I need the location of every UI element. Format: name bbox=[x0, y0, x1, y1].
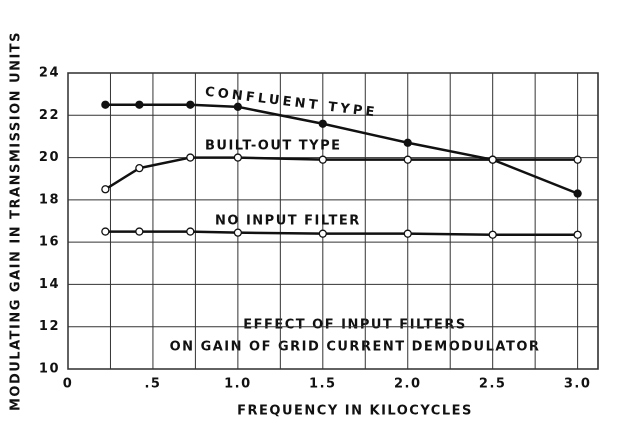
series-line bbox=[105, 230, 578, 236]
annotation: EFFECT OF INPUT FILTERS bbox=[243, 318, 467, 333]
data-point bbox=[186, 153, 195, 162]
x-tick-label: 0 bbox=[63, 377, 74, 392]
data-point bbox=[101, 227, 110, 236]
x-tick-label: 3.0 bbox=[564, 377, 592, 392]
data-point bbox=[318, 155, 327, 164]
y-tick-label: 14 bbox=[39, 277, 60, 292]
data-point bbox=[573, 230, 582, 239]
data-point bbox=[403, 229, 412, 238]
data-point bbox=[573, 189, 582, 198]
x-axis-label: FREQUENCY IN KILOCYCLES bbox=[237, 404, 473, 419]
data-point bbox=[488, 155, 497, 164]
annotation: ON GAIN OF GRID CURRENT DEMODULATOR bbox=[170, 340, 541, 355]
series-line bbox=[104, 156, 578, 191]
data-point bbox=[101, 185, 110, 194]
x-tick-label: 2.5 bbox=[479, 377, 507, 392]
x-tick-label: 1.5 bbox=[309, 377, 337, 392]
data-point bbox=[488, 230, 497, 239]
y-tick-label: 18 bbox=[39, 192, 60, 207]
series-line bbox=[105, 103, 579, 195]
data-point bbox=[135, 227, 144, 236]
data-point bbox=[403, 138, 412, 147]
series-label: NO INPUT FILTER bbox=[215, 214, 361, 229]
data-point bbox=[135, 163, 144, 173]
data-point bbox=[318, 119, 327, 128]
data-point bbox=[233, 228, 243, 237]
data-point bbox=[186, 227, 195, 236]
data-point bbox=[101, 100, 110, 109]
y-tick-label: 12 bbox=[39, 319, 60, 334]
data-point bbox=[233, 102, 243, 111]
y-tick-label: 10 bbox=[39, 362, 60, 377]
data-point bbox=[403, 155, 412, 164]
y-tick-label: 16 bbox=[39, 235, 60, 250]
x-tick-label: .5 bbox=[144, 377, 161, 392]
x-tick-label: 1.0 bbox=[224, 377, 252, 392]
x-tick-label: 2.0 bbox=[394, 377, 422, 392]
y-tick-label: 20 bbox=[39, 150, 60, 165]
y-tick-label: 22 bbox=[39, 108, 60, 123]
data-point bbox=[318, 229, 327, 238]
series-label: BUILT-OUT TYPE bbox=[205, 139, 341, 154]
data-point bbox=[186, 100, 195, 109]
y-tick-label: 24 bbox=[39, 66, 60, 81]
data-point bbox=[573, 155, 582, 164]
data-point bbox=[233, 153, 243, 162]
y-axis-label: MODULATING GAIN IN TRANSMISSION UNITS bbox=[9, 31, 24, 411]
data-point bbox=[135, 100, 144, 109]
